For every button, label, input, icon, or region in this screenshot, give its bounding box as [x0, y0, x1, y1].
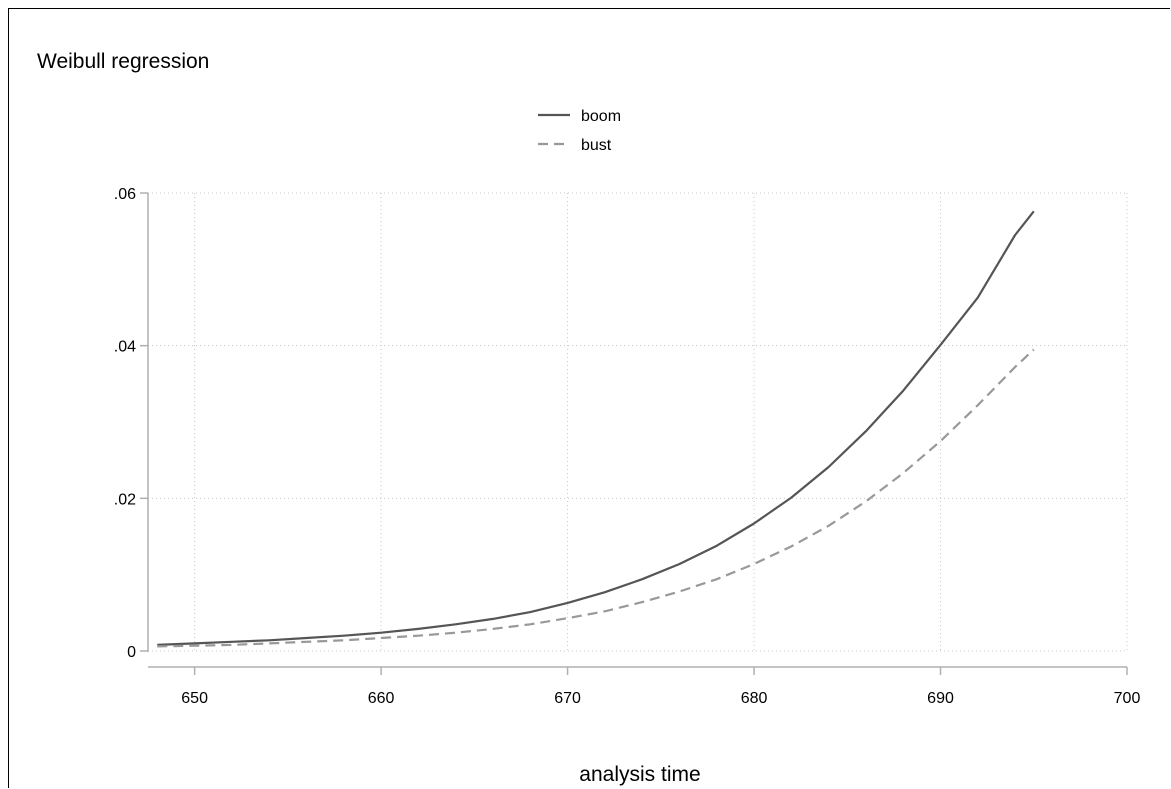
legend: boom bust [538, 108, 621, 154]
chart-frame [8, 8, 1170, 788]
legend-label-boom: boom [581, 108, 621, 125]
y-tick-label-0: 0 [127, 644, 136, 661]
x-tick-label-5: 700 [1114, 690, 1141, 707]
x-tick-label-0: 650 [181, 690, 208, 707]
series-line-bust [157, 348, 1035, 648]
x-tick-label-3: 680 [741, 690, 768, 707]
x-tick-label-1: 660 [368, 690, 395, 707]
x-tick-label-4: 690 [927, 690, 954, 707]
legend-label-bust: bust [581, 137, 612, 154]
series-line-boom [157, 210, 1035, 646]
axes: 650 660 670 680 690 700 0 .02 .04 .06 [114, 186, 1141, 707]
series-layer [157, 210, 1035, 648]
x-axis-title: analysis time [579, 763, 700, 786]
chart-title: Weibull regression [37, 50, 210, 73]
y-tick-label-1: .02 [114, 491, 136, 508]
x-tick-label-2: 670 [554, 690, 581, 707]
y-tick-label-2: .04 [114, 339, 136, 356]
y-tick-label-3: .06 [114, 186, 136, 203]
grid [148, 192, 1128, 652]
